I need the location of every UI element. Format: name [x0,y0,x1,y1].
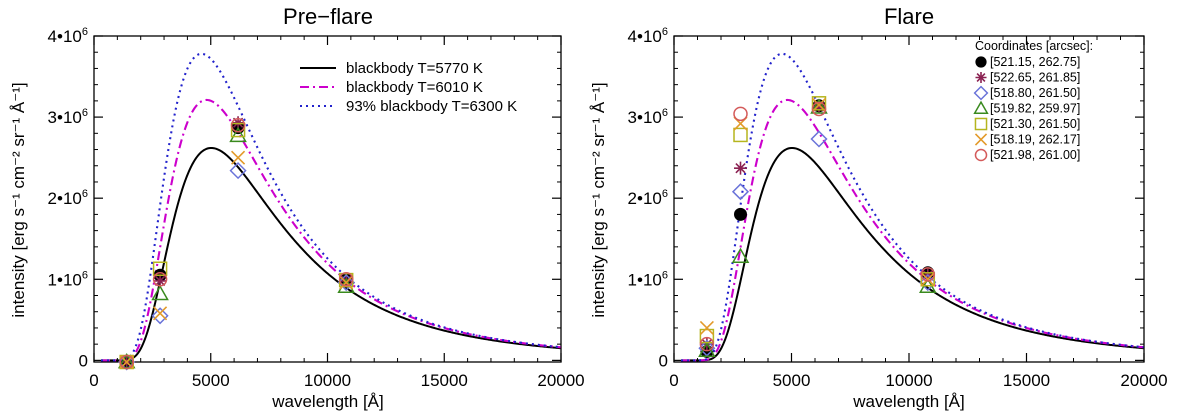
y-tick-label: 2•106 [48,188,88,208]
legend-marker [973,85,989,101]
data-point [118,353,136,371]
legend-marker [975,56,987,68]
legend-label: [519.82, 259.97] [990,102,1080,116]
data-point [919,273,937,292]
series-line [101,52,561,362]
legend-marker [973,100,989,115]
x-axis-label: wavelength [Å] [852,392,965,411]
data-point [119,354,134,370]
data-point [229,162,247,180]
legend-label: 93% blackbody T=6300 K [346,98,517,115]
data-point [117,352,136,369]
data-point [812,100,826,114]
x-tick-label: 0 [669,371,678,390]
legend: Coordinates [arcsec]: [521.15, 262.75] [52… [973,39,1093,162]
data-point [699,320,714,336]
data-point [229,126,247,143]
data-point [920,272,935,287]
data-point [699,328,715,344]
data-point [230,117,246,133]
data-point [811,101,827,117]
y-axis-label: intensity [erg s⁻¹ cm⁻² sr⁻¹ Å⁻¹] [9,82,28,317]
y-tick-label: 3•106 [48,107,88,127]
x-tick-label: 10000 [304,371,351,390]
legend-label: [518.80, 261.50] [990,86,1080,100]
y-tick-label: 2•106 [628,188,668,208]
legend-label: [521.30, 261.50] [990,117,1080,131]
y-tick-label: 3•106 [628,107,668,127]
data-point [811,97,827,112]
data-point [151,284,169,301]
legend-marker [974,148,988,162]
data-point [230,122,246,138]
chart-pre-flare: Pre−flare intensity [erg s⁻¹ cm⁻² sr⁻¹ Å… [9,4,585,411]
data-point [733,106,748,122]
x-tick-label: 5000 [773,371,811,390]
legend-label: [518.19, 262.17] [990,133,1080,147]
x-tick-label: 15000 [421,371,468,390]
data-point [734,161,748,175]
chart-title: Flare [884,4,934,29]
series-line [681,146,1144,362]
data-point [231,150,246,165]
data-point [731,183,750,201]
data-point [734,207,748,221]
plot-frame [673,35,1145,363]
chart-title: Pre−flare [283,4,373,29]
series-line [101,98,561,362]
y-tick-label: 0 [79,351,88,370]
data-point [152,272,168,287]
legend-label: [521.15, 262.75] [990,55,1080,69]
legend-label: blackbody T=5770 K [346,60,483,77]
data-point [231,116,245,130]
data-point [153,306,168,321]
legend-label: blackbody T=6010 K [346,79,483,96]
x-tick-label: 15000 [1003,371,1050,390]
data-point [699,336,715,352]
x-tick-label: 0 [89,371,98,390]
x-tick-label: 20000 [537,371,584,390]
legend-marker [975,71,987,84]
data-point [810,98,828,114]
data-point [337,273,355,292]
chart-flare: Flare intensity [erg s⁻¹ cm⁻² sr⁻¹ Å⁻¹] … [589,4,1168,411]
data-point [920,272,936,287]
data-point [810,130,828,148]
data-point [338,272,354,287]
data-point [339,274,353,288]
data-point [731,247,750,263]
legend-title: Coordinates [arcsec]: [975,39,1093,53]
x-tick-label: 5000 [192,371,230,390]
data-point [733,127,748,143]
legend-marker [974,117,988,131]
series-line [101,146,561,362]
y-tick-label: 0 [659,351,668,370]
legend: blackbody T=5770 K blackbody T=6010 K 93% … [300,60,517,115]
data-point [153,274,167,288]
x-tick-label: 20000 [1120,371,1167,390]
y-axis-label: intensity [erg s⁻¹ cm⁻² sr⁻¹ Å⁻¹] [589,82,608,317]
data-point [151,307,169,325]
data-point [339,275,354,290]
data-point [152,261,168,276]
x-tick-label: 10000 [885,371,932,390]
y-tick-label: 1•106 [48,269,88,289]
series-line [681,52,1144,362]
legend-label: [521.98, 261.00] [990,148,1080,162]
y-tick-label: 4•106 [48,26,88,46]
data-point [920,267,936,282]
data-point [811,96,827,111]
y-tick-label: 1•106 [628,269,668,289]
x-axis-label: wavelength [Å] [271,392,384,411]
y-tick-label: 4•106 [628,26,668,46]
legend-label: [522.65, 261.85] [990,71,1080,85]
legend-marker [974,133,988,146]
